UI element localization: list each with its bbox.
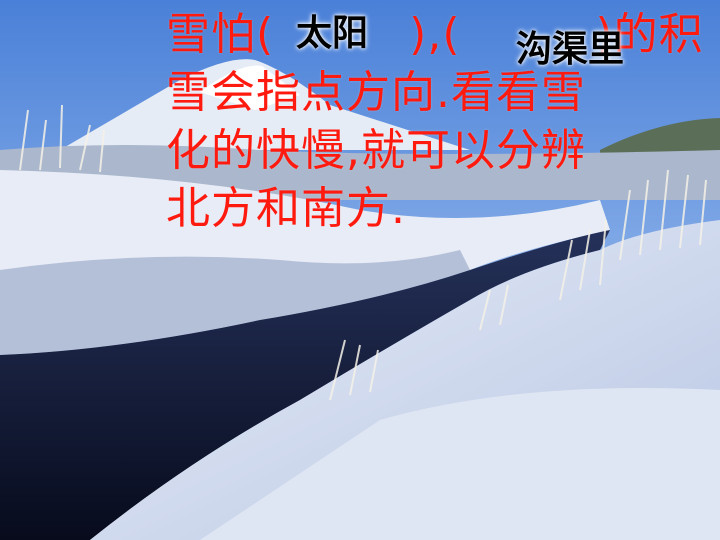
question-text: 雪怕( ),( )的积 雪会指点方向.看看雪 化的快慢,就可以分辨 北方和南方.: [166, 6, 706, 238]
question-line-2: 雪会指点方向.看看雪: [166, 67, 586, 118]
question-line-3: 化的快慢,就可以分辨: [166, 125, 586, 176]
question-line-1: 雪怕( ),( )的积: [166, 9, 704, 60]
question-line-4: 北方和南方.: [166, 183, 406, 234]
answer-blank-2: 沟渠里: [516, 29, 625, 70]
answer-blank-1: 太阳: [296, 13, 369, 54]
